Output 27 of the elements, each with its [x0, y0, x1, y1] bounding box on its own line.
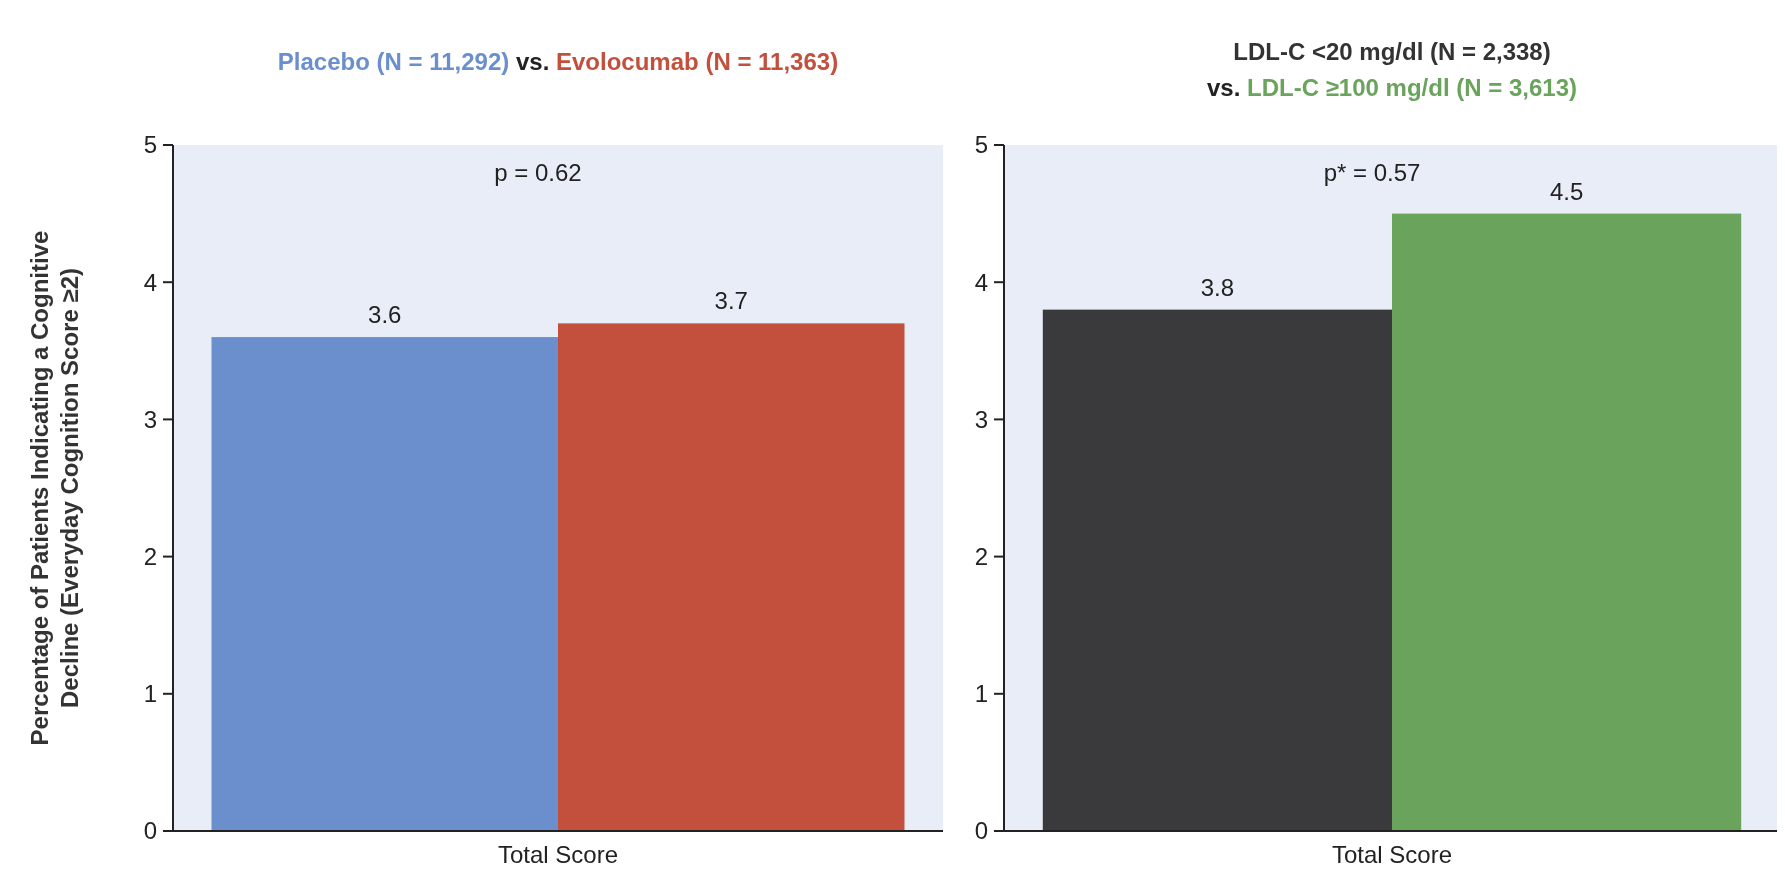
- data-label: 3.7: [714, 287, 748, 315]
- y-axis-title: Percentage of Patients Indicating a Cognitive Decline (Everyday Cognition Score ≥2): [26, 230, 83, 746]
- annotation: p = 0.62: [494, 159, 582, 186]
- y-tick-label: 1: [143, 680, 157, 708]
- chart-title: vs.: [1207, 74, 1248, 101]
- text: Evolocumab (N = 11,363): [556, 48, 839, 75]
- y-tick-label: 5: [143, 131, 157, 159]
- y-tick-label: 2: [974, 543, 988, 570]
- text: LDL-C ≥100 mg/dl (N = 3,613): [1247, 74, 1577, 101]
- data-label: 3.6: [368, 301, 402, 329]
- annotation: p* = 0.57: [1323, 159, 1421, 186]
- data-label: 4.5: [1549, 177, 1584, 205]
- data-label: 3.8: [1200, 273, 1235, 301]
- x-tick-label: Total Score: [1331, 841, 1453, 868]
- y-tick-label: 3: [143, 405, 157, 433]
- chart-title: vs.: [509, 48, 557, 75]
- y-tick-label: 1: [974, 680, 988, 708]
- x-tick-label: Total Score: [497, 841, 619, 868]
- text: LDL-C <20 mg/dl (N = 2,338): [1233, 38, 1551, 65]
- text: Placebo (N = 11,292): [277, 48, 510, 75]
- y-tick-label: 0: [974, 817, 988, 845]
- y-tick-label: 3: [974, 405, 988, 433]
- y-tick-label: 0: [143, 817, 157, 845]
- y-tick-label: 4: [974, 268, 988, 296]
- y-tick-label: 2: [143, 543, 157, 570]
- y-tick-label: 5: [974, 131, 988, 159]
- y-tick-label: 4: [143, 268, 157, 296]
